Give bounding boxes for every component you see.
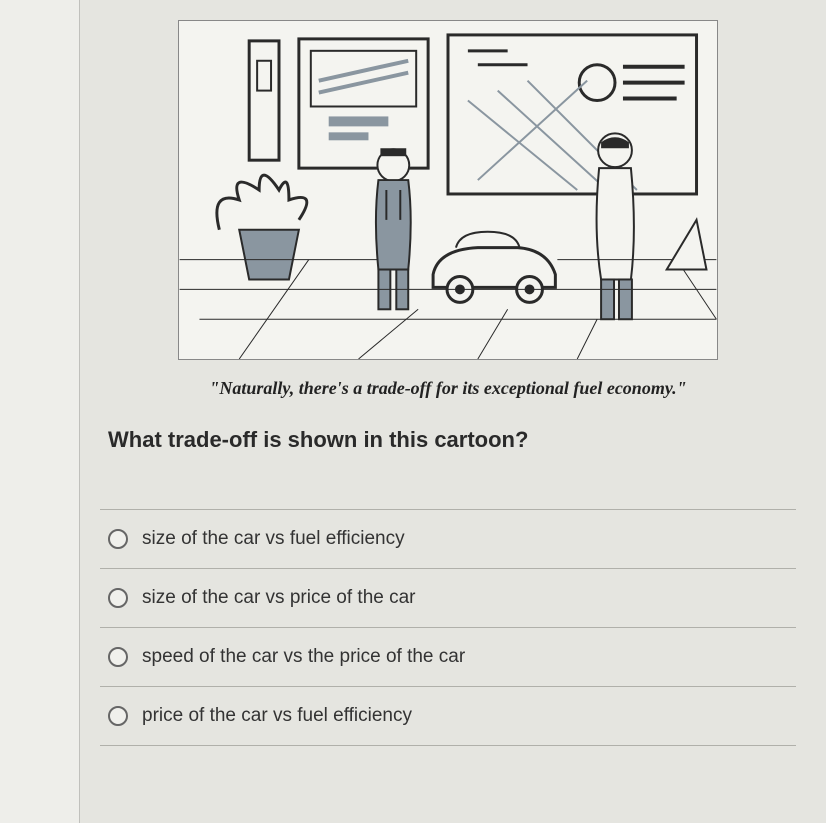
radio-icon [108, 647, 128, 667]
content-area: "Naturally, there's a trade-off for its … [80, 0, 826, 823]
cartoon-svg [179, 21, 717, 359]
option-label: size of the car vs price of the car [142, 587, 416, 609]
option-label: speed of the car vs the price of the car [142, 646, 465, 668]
question-text: What trade-off is shown in this cartoon? [100, 427, 796, 453]
option-label: size of the car vs fuel efficiency [142, 528, 405, 550]
left-margin [0, 0, 80, 823]
radio-icon [108, 706, 128, 726]
cartoon-image [178, 20, 718, 360]
radio-icon [108, 588, 128, 608]
option-row[interactable]: speed of the car vs the price of the car [100, 627, 796, 686]
radio-icon [108, 529, 128, 549]
option-row[interactable]: size of the car vs fuel efficiency [100, 509, 796, 568]
options-list: size of the car vs fuel efficiency size … [100, 509, 796, 746]
option-row[interactable]: size of the car vs price of the car [100, 568, 796, 627]
cartoon-caption: "Naturally, there's a trade-off for its … [100, 378, 796, 399]
option-row[interactable]: price of the car vs fuel efficiency [100, 686, 796, 746]
option-label: price of the car vs fuel efficiency [142, 705, 412, 727]
